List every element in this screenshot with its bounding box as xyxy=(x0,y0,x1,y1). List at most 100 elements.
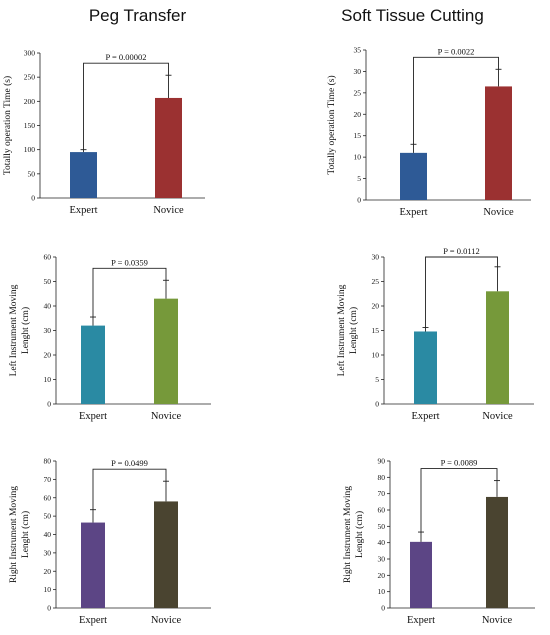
p-value-label: P = 0.0499 xyxy=(111,458,148,468)
y-axis-label-group: Right Instrument Moving Lenght (cm) xyxy=(343,486,365,583)
y-axis-label: Right Instrument Moving xyxy=(343,486,353,583)
y-tick-label: 0 xyxy=(31,194,35,203)
y-tick-label: 10 xyxy=(44,375,52,384)
bar-expert xyxy=(81,522,105,608)
y-tick-label: 50 xyxy=(378,522,386,531)
y-axis-label-group: Totally operation Time (s) xyxy=(2,76,13,175)
y-axis-label: Lenght (cm) xyxy=(20,511,31,558)
y-tick-label: 25 xyxy=(354,88,362,97)
y-tick-label: 5 xyxy=(357,174,361,183)
bar-novice xyxy=(485,86,512,200)
bar-expert xyxy=(414,331,437,404)
y-tick-label: 0 xyxy=(381,604,385,613)
column-title-peg-transfer: Peg Transfer xyxy=(88,6,187,25)
p-value-label: P = 0.0359 xyxy=(111,257,148,267)
y-axis-label-group: Left Instrument Moving Lenght (cm) xyxy=(8,284,31,376)
y-axis-label-group: Right Instrument Moving Lenght (cm) xyxy=(9,486,31,583)
bar-novice xyxy=(154,501,178,608)
chart-soft-tissue-right: 0 10 20 30 40 50 60 70 80 90 Expert Novice P = 0.008… xyxy=(343,457,535,626)
significance-bracket xyxy=(92,267,167,318)
y-tick-label: 100 xyxy=(24,145,36,154)
y-tick-label: 50 xyxy=(44,277,52,286)
y-tick-label: 30 xyxy=(354,67,362,76)
p-value-label: P = 0.0112 xyxy=(443,246,480,256)
category-label: Novice xyxy=(482,615,513,626)
y-tick-label: 30 xyxy=(44,548,52,557)
y-tick-label: 50 xyxy=(44,512,52,521)
category-label: Novice xyxy=(483,207,514,218)
category-label: Expert xyxy=(79,615,107,626)
y-tick-label: 80 xyxy=(378,473,386,482)
y-axis-label: Right Instrument Moving xyxy=(9,486,19,583)
y-tick-label: 40 xyxy=(378,538,386,547)
y-tick-label: 20 xyxy=(44,567,52,576)
significance-bracket xyxy=(413,56,499,145)
bar-expert xyxy=(70,152,97,198)
y-tick-label: 40 xyxy=(44,302,52,311)
y-tick-label: 30 xyxy=(44,326,52,335)
p-value-label: P = 0.0022 xyxy=(438,46,475,56)
y-axis-label: Lenght (cm) xyxy=(354,511,365,558)
y-tick-label: 90 xyxy=(378,457,386,466)
y-tick-label: 20 xyxy=(372,302,380,311)
bar-expert xyxy=(81,325,105,404)
y-tick-label: 10 xyxy=(354,153,362,162)
category-label: Novice xyxy=(151,615,182,626)
category-label: Expert xyxy=(407,615,435,626)
y-axis-label: Lenght (cm) xyxy=(20,307,31,354)
category-label: Expert xyxy=(400,207,428,218)
y-axis-label: Totally operation Time (s) xyxy=(326,75,337,174)
bar-novice xyxy=(154,298,178,404)
column-title-soft-tissue-cutting: Soft Tissue Cutting xyxy=(341,6,484,25)
y-tick-label: 5 xyxy=(375,375,379,384)
y-tick-label: 10 xyxy=(378,587,386,596)
p-value-label: P = 0.00002 xyxy=(105,52,146,62)
y-tick-label: 50 xyxy=(28,169,36,178)
y-tick-label: 20 xyxy=(378,571,386,580)
y-tick-label: 30 xyxy=(372,253,380,262)
bar-novice xyxy=(486,291,509,404)
y-tick-label: 60 xyxy=(378,506,386,515)
chart-peg-transfer-time: 0 50 100 150 200 250 300 Expert Novice P = 0.0000… xyxy=(2,49,205,216)
category-label: Novice xyxy=(151,411,182,422)
y-tick-label: 60 xyxy=(44,253,52,262)
category-label: Novice xyxy=(153,205,184,216)
y-tick-label: 20 xyxy=(354,110,362,119)
chart-peg-transfer-right: 0 10 20 30 40 50 60 70 80 Expert Novice P = 0.0499 R… xyxy=(9,457,211,626)
y-tick-label: 250 xyxy=(24,73,36,82)
y-tick-label: 30 xyxy=(378,555,386,564)
significance-bracket xyxy=(420,468,498,533)
y-axis-label: Totally operation Time (s) xyxy=(2,76,13,175)
y-tick-label: 0 xyxy=(375,400,379,409)
y-axis-label: Left Instrument Moving xyxy=(8,284,19,376)
bar-expert xyxy=(410,541,432,608)
y-tick-label: 10 xyxy=(44,585,52,594)
y-tick-label: 300 xyxy=(24,49,36,58)
y-tick-label: 15 xyxy=(354,131,362,140)
bar-expert xyxy=(400,152,427,200)
chart-peg-transfer-left: 0 10 20 30 40 50 60 Expert Novice P = 0.0359 Left … xyxy=(8,253,211,422)
p-value-label: P = 0.0089 xyxy=(441,458,478,468)
category-label: Expert xyxy=(70,205,98,216)
y-tick-label: 70 xyxy=(378,489,386,498)
significance-bracket xyxy=(425,256,498,328)
y-tick-label: 25 xyxy=(372,277,380,286)
bar-novice xyxy=(486,496,508,608)
chart-soft-tissue-left: 0 5 10 15 20 25 30 Expert Novice P = 0.0112 Left I… xyxy=(336,246,534,422)
y-axis-label-group: Totally operation Time (s) xyxy=(326,75,337,174)
y-axis-label-group: Left Instrument Moving Lenght (cm) xyxy=(336,284,359,376)
y-tick-label: 60 xyxy=(44,493,52,502)
y-tick-label: 0 xyxy=(357,196,361,205)
y-tick-label: 70 xyxy=(44,475,52,484)
y-tick-label: 40 xyxy=(44,530,52,539)
significance-bracket xyxy=(83,62,169,150)
category-label: Novice xyxy=(482,411,513,422)
chart-soft-tissue-time: 0 5 10 15 20 25 30 35 Expert Novice P = 0.0022 Tota… xyxy=(326,46,531,218)
bar-novice xyxy=(155,97,182,198)
y-axis-label: Left Instrument Moving xyxy=(336,284,347,376)
y-tick-label: 10 xyxy=(372,351,380,360)
category-label: Expert xyxy=(79,411,107,422)
y-tick-label: 200 xyxy=(24,97,36,106)
y-tick-label: 0 xyxy=(47,400,51,409)
y-axis-label: Lenght (cm) xyxy=(348,307,359,354)
